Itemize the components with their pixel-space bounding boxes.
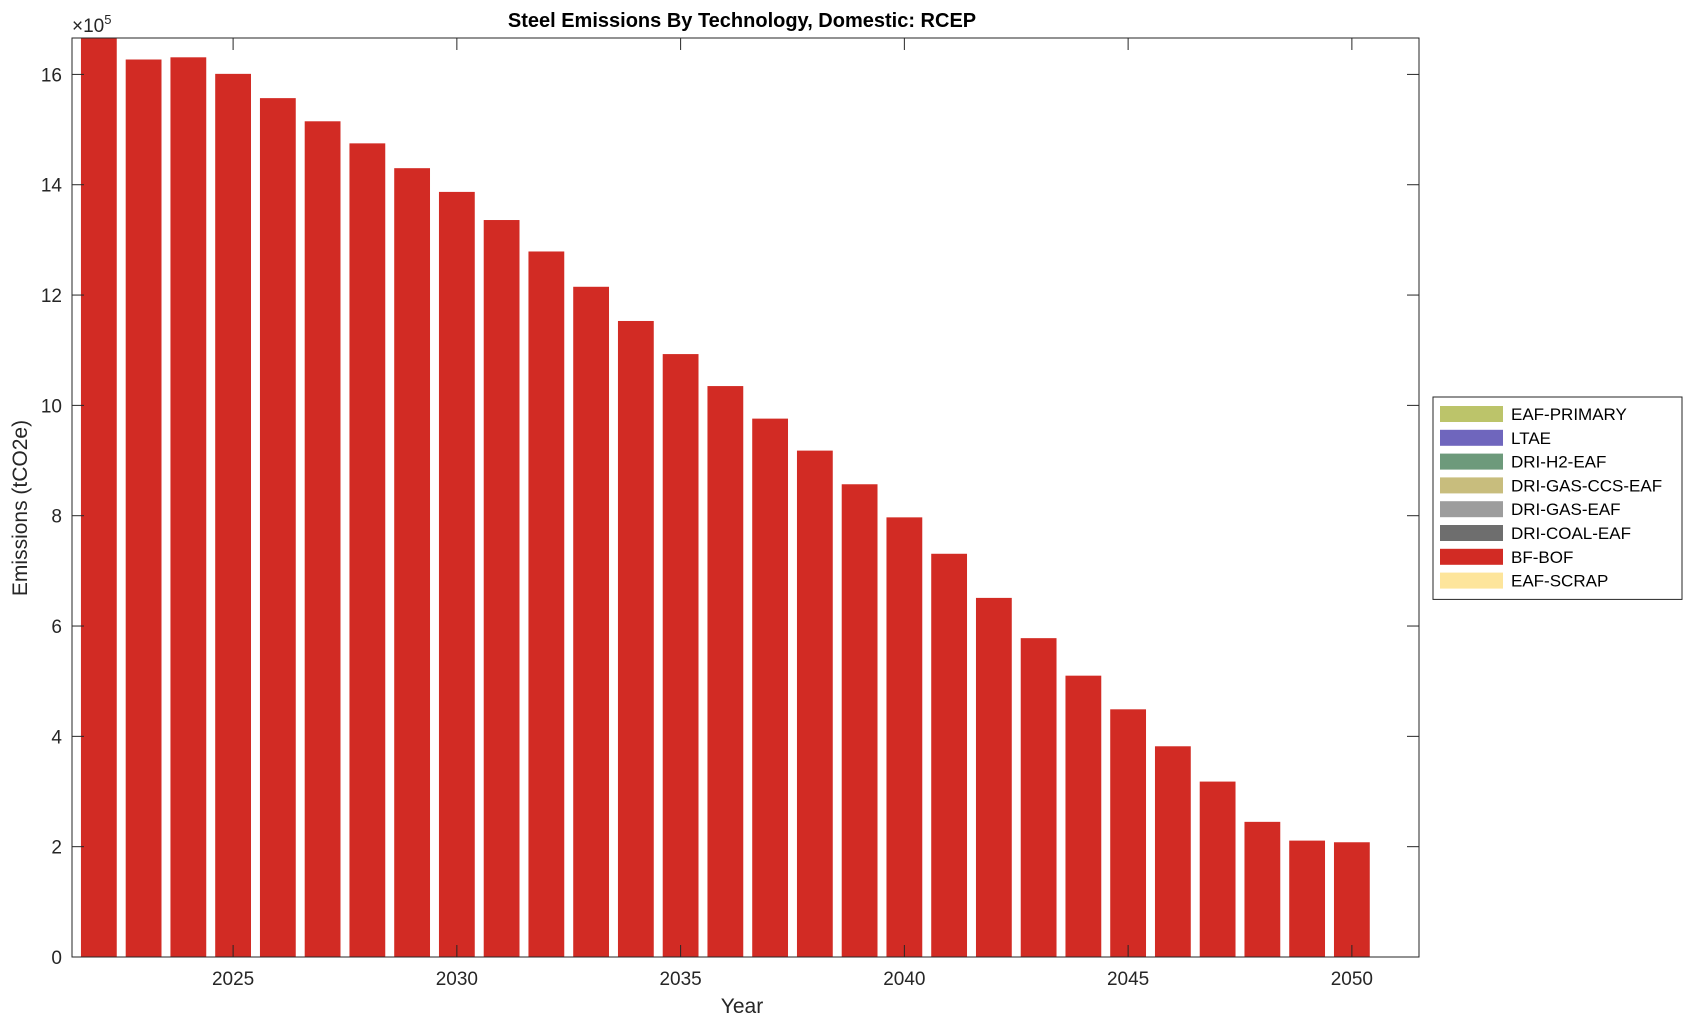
x-tick-label: 2045 <box>1107 969 1149 990</box>
x-tick-label: 2030 <box>436 969 478 990</box>
bar-bf-bof-2050 <box>1333 842 1370 957</box>
y-tick-label: 4 <box>51 727 62 748</box>
y-exponent-power: 5 <box>104 12 111 27</box>
legend-label-ltae: LTAE <box>1511 429 1551 448</box>
bar-bf-bof-2042 <box>975 597 1012 957</box>
legend-label-dri-gas-ccs-eaf: DRI-GAS-CCS-EAF <box>1511 476 1662 495</box>
y-exponent-label: ×105 <box>72 12 111 37</box>
bar-bf-bof-2024 <box>170 57 207 958</box>
bar-bf-bof-2044 <box>1065 675 1102 957</box>
plot-area: 2025 2030 2035 2040 2045 2050 0 2 4 6 8 10 12 14 16 <box>41 37 1420 990</box>
legend-label-dri-h2-eaf: DRI-H2-EAF <box>1511 453 1606 472</box>
bar-bf-bof-2029 <box>394 168 431 957</box>
y-tick-label: 6 <box>51 617 62 638</box>
legend: EAF-PRIMARY LTAE DRI-H2-EAF DRI-GAS-CCS-EAF… <box>1432 396 1683 600</box>
bar-bf-bof-2031 <box>483 220 520 957</box>
bar-bf-bof-2027 <box>304 121 341 958</box>
bar-bf-bof-2045 <box>1110 709 1147 957</box>
y-axis-ticks: 0 2 4 6 8 10 12 14 16 <box>41 65 1419 969</box>
bar-bf-bof-2022 <box>80 38 117 957</box>
legend-swatch-eaf-primary <box>1440 406 1503 422</box>
y-tick-label: 8 <box>51 507 62 528</box>
plot-frame <box>71 37 1420 958</box>
bar-bf-bof-2037 <box>752 418 789 957</box>
y-tick-label: 2 <box>51 838 62 859</box>
legend-swatch-dri-gas-ccs-eaf <box>1440 477 1503 494</box>
bar-bf-bof-2043 <box>1020 638 1057 957</box>
bar-bf-bof-2030 <box>438 191 475 957</box>
chart-title: Steel Emissions By Technology, Domestic:… <box>508 10 976 32</box>
x-tick-label: 2050 <box>1331 969 1373 990</box>
x-axis-ticks: 2025 2030 2035 2040 2045 2050 <box>212 38 1373 990</box>
legend-box <box>1432 396 1683 600</box>
y-tick-label: 12 <box>41 286 62 307</box>
legend-swatch-dri-gas-eaf <box>1440 501 1503 518</box>
bar-bf-bof-2032 <box>528 251 565 958</box>
bar-bf-bof-2040 <box>886 517 923 957</box>
x-tick-label: 2040 <box>883 969 925 990</box>
bar-bf-bof-2035 <box>662 354 699 958</box>
bar-bf-bof-2036 <box>707 386 744 957</box>
legend-label-dri-gas-eaf: DRI-GAS-EAF <box>1511 500 1621 519</box>
x-tick-label: 2025 <box>212 969 254 990</box>
legend-swatch-dri-coal-eaf <box>1440 525 1503 541</box>
legend-swatch-dri-h2-eaf <box>1440 453 1503 470</box>
bar-bf-bof-2049 <box>1289 840 1326 957</box>
legend-swatch-eaf-scrap <box>1440 572 1503 589</box>
bar-bf-bof-2033 <box>573 286 610 957</box>
y-tick-label: 10 <box>41 396 62 417</box>
bar-bf-bof-2046 <box>1154 746 1191 957</box>
bar-bf-bof-2028 <box>349 143 386 958</box>
x-tick-label: 2035 <box>659 969 701 990</box>
legend-label-eaf-scrap: EAF-SCRAP <box>1511 572 1608 591</box>
bar-bf-bof-2026 <box>259 98 296 957</box>
y-exponent-base: ×10 <box>72 16 104 37</box>
legend-label-dri-coal-eaf: DRI-COAL-EAF <box>1511 524 1631 543</box>
legend-label-bf-bof: BF-BOF <box>1511 548 1573 567</box>
bars <box>80 38 1370 958</box>
bar-bf-bof-2041 <box>931 553 968 957</box>
legend-swatch-bf-bof <box>1440 548 1503 565</box>
bar-bf-bof-2034 <box>617 320 654 958</box>
plot-background <box>72 38 1419 957</box>
bar-bf-bof-2048 <box>1244 821 1281 957</box>
y-axis-label: Emissions (tCO2e) <box>9 420 32 596</box>
legend-swatch-ltae <box>1440 429 1503 446</box>
bar-bf-bof-2039 <box>841 484 878 957</box>
bar-bf-bof-2023 <box>125 59 162 957</box>
bar-bf-bof-2047 <box>1199 781 1236 957</box>
x-axis-label: Year <box>721 995 763 1018</box>
y-tick-label: 14 <box>41 176 63 197</box>
bar-bf-bof-2038 <box>796 450 833 957</box>
y-tick-label: 16 <box>41 65 62 86</box>
legend-label-eaf-primary: EAF-PRIMARY <box>1511 405 1627 424</box>
bar-bf-bof-2025 <box>215 73 251 958</box>
y-tick-label: 0 <box>51 948 62 969</box>
